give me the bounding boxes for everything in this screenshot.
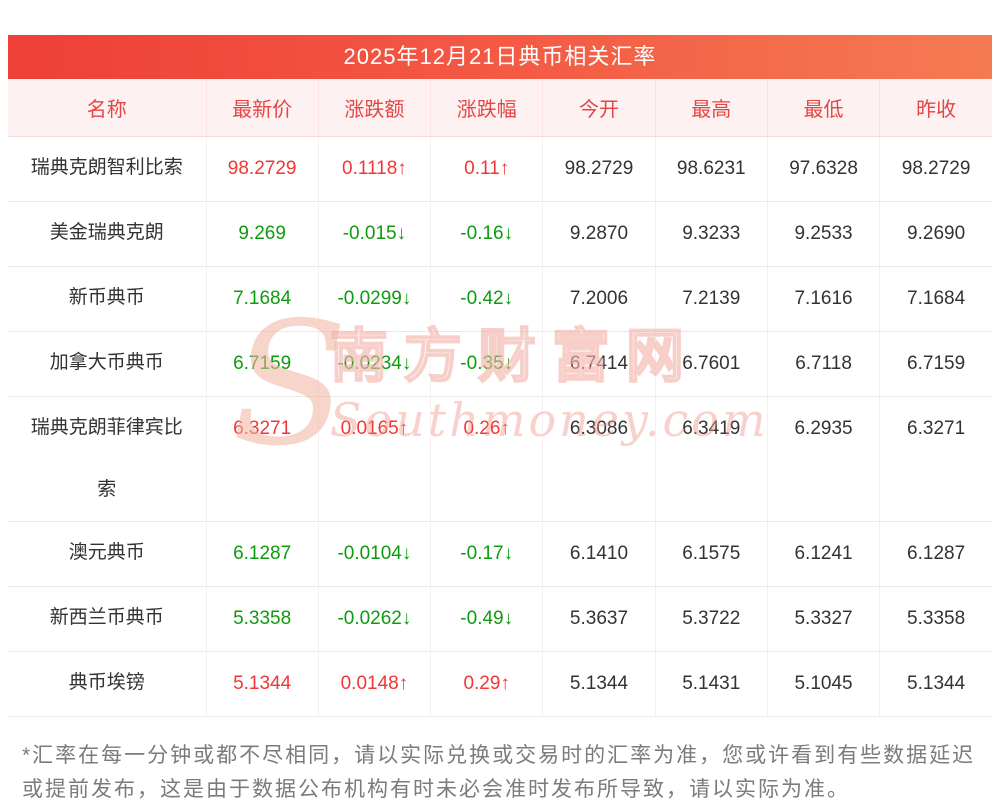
cell-prev-close: 6.1287 xyxy=(879,521,992,587)
cell-high: 5.3722 xyxy=(655,586,768,652)
cell-change-percent: -0.16↓ xyxy=(430,201,544,267)
cell-open: 5.1344 xyxy=(542,651,656,717)
col-header-prev-close: 昨收 xyxy=(879,79,992,137)
disclaimer-note: *汇率在每一分钟或都不尽相同，请以实际兑换或交易时的汇率为准，您或许看到有些数据… xyxy=(22,744,976,801)
cell-low: 7.1616 xyxy=(767,266,881,332)
rates-table-body: 瑞典克朗智利比索 98.2729 0.1118↑ 0.11↑ 98.2729 98.623… xyxy=(8,136,992,717)
rates-table: 名称 最新价 涨跌额 涨跌幅 今开 最高 最低 昨收 瑞典克朗智利比索 98.27… xyxy=(8,79,992,717)
cell-low: 5.1045 xyxy=(767,651,881,717)
cell-change-percent: -0.42↓ xyxy=(430,266,544,332)
cell-low: 97.6328 xyxy=(767,136,881,202)
cell-name: 美金瑞典克朗 xyxy=(8,201,207,267)
table-row: 瑞典克朗菲律宾比索 6.3271 0.0165↑ 0.26↑ 6.3086 6.3419 6… xyxy=(8,396,992,522)
cell-change-percent: 0.29↑ xyxy=(430,651,544,717)
cell-open: 9.2870 xyxy=(542,201,656,267)
cell-latest-price: 6.1287 xyxy=(206,521,319,587)
cell-high: 9.3233 xyxy=(655,201,768,267)
cell-high: 7.2139 xyxy=(655,266,768,332)
table-row: 新币典币 7.1684 -0.0299↓ -0.42↓ 7.2006 7.2139 7.16… xyxy=(8,266,992,332)
cell-open: 6.3086 xyxy=(542,396,656,522)
cell-prev-close: 5.3358 xyxy=(879,586,992,652)
cell-name: 新西兰币典币 xyxy=(8,586,207,652)
cell-change-percent: 0.11↑ xyxy=(430,136,544,202)
cell-prev-close: 9.2690 xyxy=(879,201,992,267)
cell-change-amount: -0.0234↓ xyxy=(318,331,432,397)
cell-latest-price: 6.3271 xyxy=(206,396,319,522)
cell-change-amount: -0.0262↓ xyxy=(318,586,432,652)
cell-open: 7.2006 xyxy=(542,266,656,332)
cell-prev-close: 6.3271 xyxy=(879,396,992,522)
cell-open: 6.7414 xyxy=(542,331,656,397)
cell-change-amount: -0.0104↓ xyxy=(318,521,432,587)
cell-open: 6.1410 xyxy=(542,521,656,587)
page-title: 2025年12月21日典币相关汇率 xyxy=(8,35,992,79)
col-header-open: 今开 xyxy=(542,79,656,137)
cell-change-amount: 0.0165↑ xyxy=(318,396,432,522)
cell-high: 6.7601 xyxy=(655,331,768,397)
cell-prev-close: 7.1684 xyxy=(879,266,992,332)
cell-high: 98.6231 xyxy=(655,136,768,202)
cell-low: 6.7118 xyxy=(767,331,881,397)
cell-latest-price: 5.3358 xyxy=(206,586,319,652)
cell-latest-price: 7.1684 xyxy=(206,266,319,332)
col-header-high: 最高 xyxy=(655,79,768,137)
cell-high: 6.3419 xyxy=(655,396,768,522)
table-header-row: 名称 最新价 涨跌额 涨跌幅 今开 最高 最低 昨收 xyxy=(8,79,992,137)
cell-prev-close: 5.1344 xyxy=(879,651,992,717)
cell-low: 6.1241 xyxy=(767,521,881,587)
cell-open: 98.2729 xyxy=(542,136,656,202)
cell-change-percent: -0.35↓ xyxy=(430,331,544,397)
cell-latest-price: 9.269 xyxy=(206,201,319,267)
cell-prev-close: 98.2729 xyxy=(879,136,992,202)
cell-name: 瑞典克朗菲律宾比索 xyxy=(8,396,207,522)
cell-name: 瑞典克朗智利比索 xyxy=(8,136,207,202)
cell-low: 9.2533 xyxy=(767,201,881,267)
cell-change-percent: -0.17↓ xyxy=(430,521,544,587)
col-header-latest-price: 最新价 xyxy=(206,79,319,137)
cell-prev-close: 6.7159 xyxy=(879,331,992,397)
table-row: 新西兰币典币 5.3358 -0.0262↓ -0.49↓ 5.3637 5.3722 5.… xyxy=(8,586,992,652)
table-row: 澳元典币 6.1287 -0.0104↓ -0.17↓ 6.1410 6.1575 6.12… xyxy=(8,521,992,587)
cell-latest-price: 5.1344 xyxy=(206,651,319,717)
table-row: 加拿大币典币 6.7159 -0.0234↓ -0.35↓ 6.7414 6.7601 6.… xyxy=(8,331,992,397)
cell-open: 5.3637 xyxy=(542,586,656,652)
cell-name: 典币埃镑 xyxy=(8,651,207,717)
cell-low: 6.2935 xyxy=(767,396,881,522)
cell-name: 澳元典币 xyxy=(8,521,207,587)
table-row: 瑞典克朗智利比索 98.2729 0.1118↑ 0.11↑ 98.2729 98.623… xyxy=(8,136,992,202)
cell-name: 新币典币 xyxy=(8,266,207,332)
cell-change-percent: 0.26↑ xyxy=(430,396,544,522)
cell-change-amount: -0.0299↓ xyxy=(318,266,432,332)
table-row: 美金瑞典克朗 9.269 -0.015↓ -0.16↓ 9.2870 9.3233 9.25… xyxy=(8,201,992,267)
col-header-change-amount: 涨跌额 xyxy=(318,79,432,137)
cell-high: 6.1575 xyxy=(655,521,768,587)
cell-high: 5.1431 xyxy=(655,651,768,717)
cell-name: 加拿大币典币 xyxy=(8,331,207,397)
col-header-name: 名称 xyxy=(8,79,207,137)
cell-change-amount: -0.015↓ xyxy=(318,201,432,267)
cell-latest-price: 6.7159 xyxy=(206,331,319,397)
cell-latest-price: 98.2729 xyxy=(206,136,319,202)
col-header-low: 最低 xyxy=(767,79,881,137)
cell-change-amount: 0.1118↑ xyxy=(318,136,432,202)
cell-change-percent: -0.49↓ xyxy=(430,586,544,652)
table-row: 典币埃镑 5.1344 0.0148↑ 0.29↑ 5.1344 5.1431 5.1045… xyxy=(8,651,992,717)
cell-low: 5.3327 xyxy=(767,586,881,652)
col-header-change-percent: 涨跌幅 xyxy=(430,79,544,137)
cell-change-amount: 0.0148↑ xyxy=(318,651,432,717)
